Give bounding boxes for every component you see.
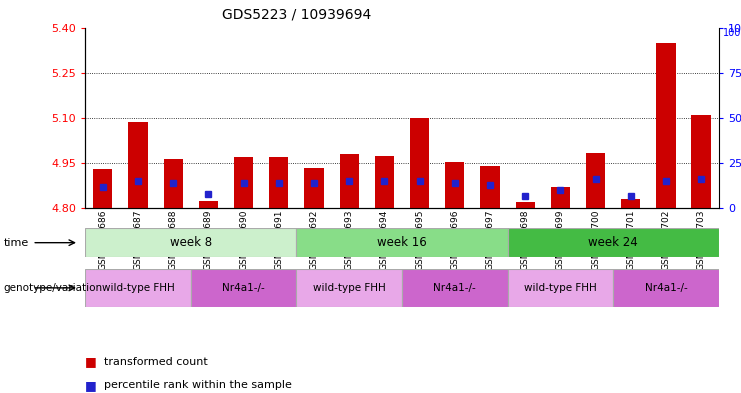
Bar: [93, 169, 113, 208]
Bar: [621, 199, 640, 208]
Bar: [128, 123, 147, 208]
Text: wild-type FHH: wild-type FHH: [524, 283, 597, 293]
Bar: [508, 269, 613, 307]
Text: week 8: week 8: [170, 236, 212, 249]
Bar: [586, 152, 605, 208]
Text: percentile rank within the sample: percentile rank within the sample: [104, 380, 292, 390]
Text: genotype/variation: genotype/variation: [4, 283, 103, 293]
Bar: [410, 118, 429, 208]
Bar: [164, 158, 183, 208]
Bar: [85, 269, 191, 307]
Text: week 16: week 16: [377, 236, 427, 249]
Bar: [614, 269, 719, 307]
Bar: [191, 269, 296, 307]
Bar: [296, 228, 508, 257]
Bar: [269, 157, 288, 208]
Text: GDS5223 / 10939694: GDS5223 / 10939694: [222, 8, 371, 22]
Bar: [691, 115, 711, 208]
Bar: [339, 154, 359, 208]
Text: transformed count: transformed count: [104, 356, 207, 367]
Text: wild-type FHH: wild-type FHH: [313, 283, 385, 293]
Bar: [480, 166, 499, 208]
Bar: [85, 228, 296, 257]
Bar: [375, 156, 394, 208]
Text: Nr4a1-/-: Nr4a1-/-: [222, 283, 265, 293]
Text: 100%: 100%: [722, 28, 741, 37]
Text: wild-type FHH: wild-type FHH: [102, 283, 174, 293]
Bar: [199, 201, 218, 208]
Bar: [296, 269, 402, 307]
Bar: [445, 162, 465, 208]
Text: week 24: week 24: [588, 236, 638, 249]
Bar: [305, 168, 324, 208]
Text: Nr4a1-/-: Nr4a1-/-: [645, 283, 688, 293]
Text: ■: ■: [85, 355, 97, 368]
Bar: [657, 42, 676, 208]
Bar: [234, 157, 253, 208]
Bar: [508, 228, 719, 257]
Text: ■: ■: [85, 378, 97, 392]
Bar: [402, 269, 508, 307]
Bar: [551, 187, 570, 208]
Text: time: time: [4, 238, 29, 248]
Bar: [516, 202, 535, 208]
Text: Nr4a1-/-: Nr4a1-/-: [433, 283, 476, 293]
